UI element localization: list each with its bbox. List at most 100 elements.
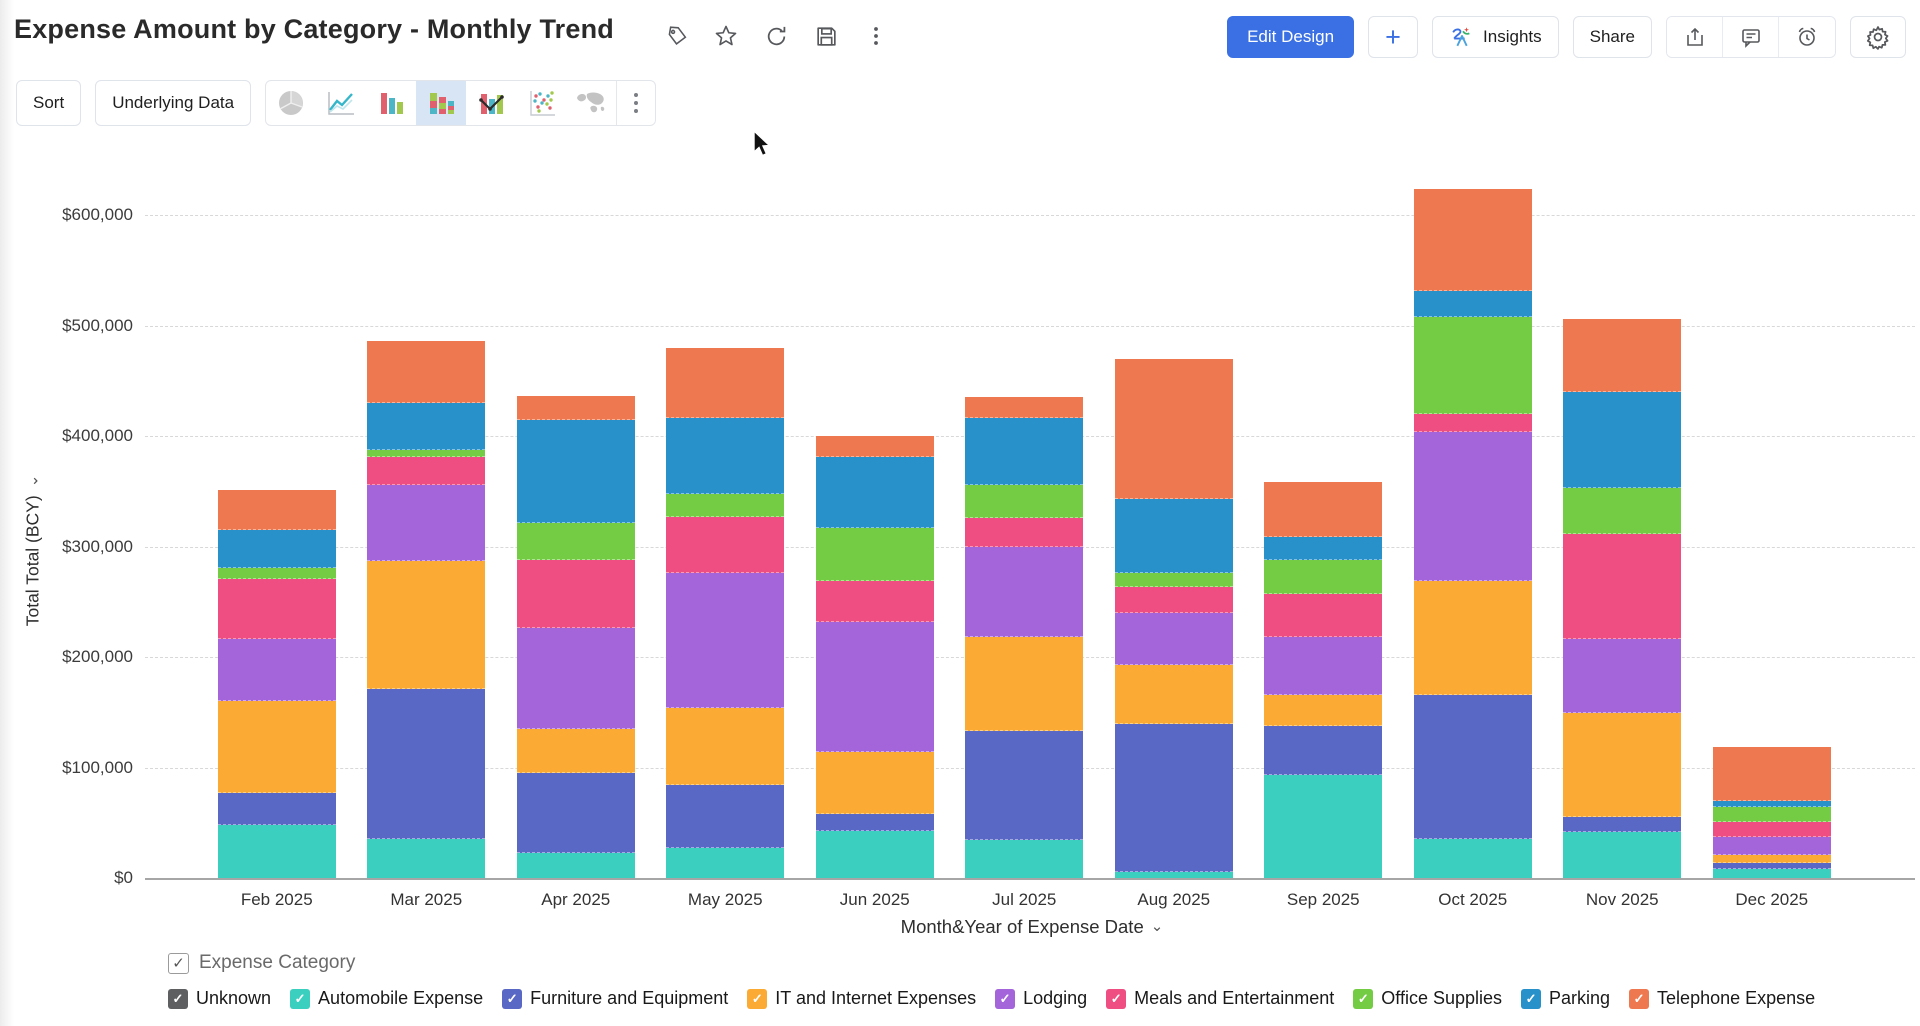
bar-segment-lodging[interactable] (1264, 637, 1383, 695)
bar-segment-lodging[interactable] (666, 573, 785, 708)
pie-chart-icon[interactable] (266, 81, 316, 125)
legend-item-office-supplies[interactable]: ✓ Office Supplies (1353, 988, 1502, 1009)
bar-segment-parking[interactable] (965, 418, 1084, 485)
stacked-bar-dec-2025[interactable] (1712, 746, 1831, 878)
refresh-icon[interactable] (762, 22, 790, 50)
legend-checkbox-icon[interactable]: ✓ (1106, 988, 1127, 1009)
bar-segment-telephone-expense[interactable] (1264, 482, 1383, 537)
legend-checkbox-icon[interactable]: ✓ (747, 988, 768, 1009)
legend-checkbox-icon[interactable]: ✓ (168, 988, 188, 1009)
bar-segment-it-and-internet-expenses[interactable] (1712, 854, 1831, 863)
bar-segment-automobile-expense[interactable] (1114, 872, 1233, 878)
bar-segment-telephone-expense[interactable] (815, 436, 934, 458)
sort-button[interactable]: Sort (16, 80, 82, 126)
bar-segment-furniture-and-equipment[interactable] (367, 689, 486, 840)
bar-segment-office-supplies[interactable] (367, 450, 486, 458)
legend-item-furniture-and-equipment[interactable]: ✓ Furniture and Equipment (502, 988, 728, 1009)
legend-checkbox-icon[interactable]: ✓ (502, 988, 523, 1009)
legend-checkbox-icon[interactable]: ✓ (1521, 988, 1542, 1009)
bar-segment-it-and-internet-expenses[interactable] (1563, 713, 1682, 818)
bar-segment-parking[interactable] (516, 419, 635, 524)
bar-segment-parking[interactable] (1712, 800, 1831, 808)
bar-segment-office-supplies[interactable] (217, 567, 336, 579)
legend-field-toggle[interactable]: ✓ Expense Category (168, 952, 355, 974)
legend-checkbox-icon[interactable]: ✓ (1629, 988, 1650, 1009)
stacked-bar-jul-2025[interactable] (965, 397, 1084, 878)
bar-segment-furniture-and-equipment[interactable] (815, 813, 934, 831)
bar-segment-it-and-internet-expenses[interactable] (367, 560, 486, 690)
bar-segment-parking[interactable] (367, 402, 486, 451)
bar-segment-furniture-and-equipment[interactable] (516, 773, 635, 853)
bar-segment-lodging[interactable] (516, 628, 635, 729)
bar-segment-furniture-and-equipment[interactable] (965, 731, 1084, 841)
bar-segment-office-supplies[interactable] (516, 523, 635, 560)
bar-segment-automobile-expense[interactable] (965, 840, 1084, 878)
bar-segment-office-supplies[interactable] (666, 493, 785, 517)
bar-segment-lodging[interactable] (1712, 837, 1831, 855)
bar-segment-furniture-and-equipment[interactable] (1413, 694, 1532, 840)
bar-segment-it-and-internet-expenses[interactable] (815, 752, 934, 814)
bar-segment-telephone-expense[interactable] (666, 347, 785, 419)
bar-segment-meals-and-entertainment[interactable] (666, 516, 785, 574)
stacked-bar-aug-2025[interactable] (1114, 358, 1233, 878)
scatter-chart-icon[interactable] (516, 81, 566, 125)
bar-segment-meals-and-entertainment[interactable] (1563, 534, 1682, 640)
bar-segment-parking[interactable] (1114, 499, 1233, 574)
share-button[interactable]: Share (1572, 16, 1652, 58)
bar-segment-lodging[interactable] (1114, 612, 1233, 665)
y-axis-title[interactable]: Total Total (BCY) ⌄ (23, 456, 44, 646)
legend-checkbox-icon[interactable]: ✓ (1353, 988, 1374, 1009)
x-axis-title[interactable]: Month&Year of Expense Date ⌄ (901, 916, 1164, 938)
bar-segment-lodging[interactable] (217, 639, 336, 702)
bar-segment-telephone-expense[interactable] (516, 396, 635, 420)
bar-segment-it-and-internet-expenses[interactable] (516, 728, 635, 774)
bar-segment-parking[interactable] (1563, 391, 1682, 488)
stacked-bar-feb-2025[interactable] (217, 490, 336, 878)
bar-segment-meals-and-entertainment[interactable] (367, 457, 486, 485)
bar-segment-office-supplies[interactable] (965, 484, 1084, 518)
legend-item-it-and-internet-expenses[interactable]: ✓ IT and Internet Expenses (747, 988, 976, 1009)
bar-segment-furniture-and-equipment[interactable] (1563, 817, 1682, 832)
legend-item-lodging[interactable]: ✓ Lodging (995, 988, 1087, 1009)
bar-segment-telephone-expense[interactable] (1712, 746, 1831, 801)
legend-item-unknown[interactable]: ✓ Unknown (168, 988, 271, 1009)
legend-item-telephone-expense[interactable]: ✓ Telephone Expense (1629, 988, 1815, 1009)
bar-segment-office-supplies[interactable] (1114, 573, 1233, 588)
export-button[interactable] (1667, 17, 1723, 57)
save-icon[interactable] (812, 22, 840, 50)
stacked-bar-sep-2025[interactable] (1264, 482, 1383, 878)
bar-segment-telephone-expense[interactable] (1413, 188, 1532, 292)
bar-segment-lodging[interactable] (367, 484, 486, 561)
more-options-kebab-icon[interactable] (862, 22, 890, 50)
map-chart-icon[interactable] (566, 81, 616, 125)
bar-segment-it-and-internet-expenses[interactable] (965, 637, 1084, 732)
bar-segment-meals-and-entertainment[interactable] (1264, 594, 1383, 638)
favorite-star-icon[interactable] (712, 22, 740, 50)
bar-segment-automobile-expense[interactable] (516, 852, 635, 878)
legend-item-automobile-expense[interactable]: ✓ Automobile Expense (290, 988, 483, 1009)
bar-segment-automobile-expense[interactable] (1413, 839, 1532, 878)
stacked-bar-oct-2025[interactable] (1413, 188, 1532, 878)
bar-segment-lodging[interactable] (1563, 639, 1682, 714)
bar-segment-furniture-and-equipment[interactable] (1264, 725, 1383, 776)
more-chart-types-kebab-icon[interactable] (617, 81, 655, 125)
bar-segment-it-and-internet-expenses[interactable] (666, 707, 785, 786)
bar-segment-furniture-and-equipment[interactable] (1712, 862, 1831, 870)
bar-segment-lodging[interactable] (965, 546, 1084, 638)
bar-segment-furniture-and-equipment[interactable] (666, 785, 785, 849)
bar-segment-office-supplies[interactable] (1264, 559, 1383, 595)
insights-button[interactable]: Insights (1432, 16, 1559, 58)
edit-design-button[interactable]: Edit Design (1227, 16, 1355, 58)
checkbox-checked-icon[interactable]: ✓ (168, 952, 189, 974)
bar-segment-parking[interactable] (1264, 536, 1383, 560)
bar-segment-parking[interactable] (666, 418, 785, 494)
bar-segment-meals-and-entertainment[interactable] (516, 559, 635, 629)
add-button[interactable]: + (1368, 16, 1419, 58)
bar-segment-automobile-expense[interactable] (1264, 775, 1383, 878)
stacked-bar-mar-2025[interactable] (367, 341, 486, 878)
bar-segment-lodging[interactable] (1413, 431, 1532, 581)
stacked-bar-nov-2025[interactable] (1563, 318, 1682, 878)
stacked-bar-may-2025[interactable] (666, 347, 785, 878)
bar-segment-automobile-expense[interactable] (1712, 869, 1831, 878)
bar-segment-telephone-expense[interactable] (965, 397, 1084, 419)
